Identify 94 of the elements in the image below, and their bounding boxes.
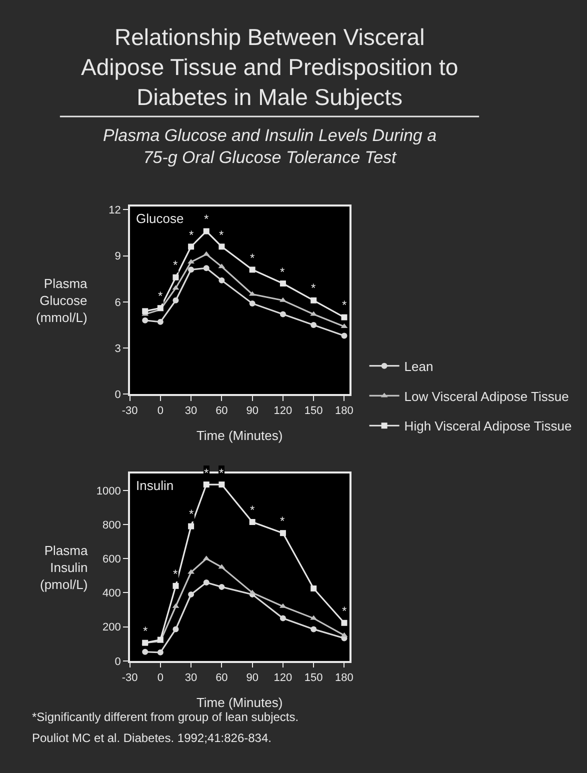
point: [188, 523, 194, 530]
y-tick-label: 200: [102, 622, 121, 634]
point: [218, 482, 225, 488]
annotation: *: [342, 298, 347, 312]
annotation: *: [280, 514, 285, 528]
point: [280, 603, 286, 608]
legend-label: Lean: [404, 358, 434, 374]
point: [142, 308, 148, 314]
point: [310, 322, 317, 328]
y-tick-label: 400: [102, 588, 121, 600]
point: [341, 332, 348, 339]
x-tick-label: 60: [216, 405, 228, 418]
annotation: *: [219, 228, 224, 242]
annotation: *: [189, 228, 194, 242]
x-tick-label: -30: [122, 672, 138, 684]
point: [203, 580, 210, 586]
x-tick-label: 180: [335, 405, 354, 418]
annotation: Insulin: [136, 478, 174, 493]
point: [172, 626, 179, 632]
annotation: *: [219, 466, 224, 480]
y-tick-label: 9: [114, 250, 121, 263]
point: [172, 582, 179, 589]
point: [310, 585, 317, 592]
point: [203, 265, 210, 272]
x-tick-label: 0: [157, 672, 164, 684]
y-tick-label: 800: [102, 519, 121, 532]
point: [203, 228, 210, 234]
point: [157, 318, 164, 325]
annotation: *: [280, 265, 285, 279]
point: [203, 482, 210, 488]
point: [310, 297, 317, 304]
point: [218, 277, 225, 284]
x-tick-label: -30: [122, 405, 138, 418]
point: [172, 297, 179, 304]
point: [188, 266, 194, 273]
point: [280, 615, 286, 622]
x-tick-label: 90: [246, 405, 258, 418]
y-tick-label: 12: [108, 204, 121, 217]
text: *Significantly different from group of lean subjects.: [32, 710, 299, 724]
x-tick-label: 90: [246, 672, 258, 684]
annotation: *: [250, 503, 255, 517]
annotation: *: [204, 212, 209, 226]
point: [280, 530, 286, 536]
y-tick-label: 1000: [96, 485, 121, 498]
annotation: *: [342, 604, 347, 618]
y-tick-label: 600: [102, 554, 121, 566]
annotation: *: [250, 251, 255, 265]
x-tick-label: 120: [274, 405, 292, 418]
point: [249, 300, 256, 306]
y-tick-label: 6: [114, 296, 121, 309]
point: [188, 244, 194, 250]
x-tick-label: 0: [157, 405, 164, 418]
text: Pouliot MC et al. Diabetes. 1992;41:826-834.: [32, 731, 272, 745]
x-tick-label: 30: [184, 405, 198, 418]
y-tick-label: 0: [114, 388, 121, 401]
y-axis-title: Plasma Insulin (pmol/L): [40, 543, 88, 592]
point: [280, 311, 286, 318]
x-axis-title: Time (Minutes): [196, 694, 283, 710]
y-axis-title: Plasma Glucose (mmol/L): [36, 276, 88, 325]
point: [249, 266, 256, 273]
point: [142, 648, 148, 655]
annotation: *: [143, 624, 148, 638]
legend-label: Low Visceral Adipose Tissue: [404, 388, 569, 404]
legend-label: High Visceral Adipose Tissue: [404, 418, 572, 434]
x-tick-label: 30: [184, 672, 198, 684]
y-tick-label: 0: [114, 656, 121, 668]
x-tick-label: 150: [304, 672, 323, 684]
point: [142, 317, 148, 324]
annotation: *: [173, 567, 178, 581]
point: [218, 244, 225, 250]
point: [310, 626, 317, 632]
chart-title: Relationship Between Visceral Adipose Tissue and Predisposition to Diabetes in Male Subjects: [81, 24, 458, 110]
x-tick-label: 180: [335, 672, 354, 684]
annotation: *: [158, 289, 163, 303]
point: [280, 297, 286, 302]
x-axis-title: Time (Minutes): [196, 428, 283, 444]
annotation: *: [173, 258, 178, 272]
annotation: *: [189, 507, 194, 521]
point: [249, 519, 256, 526]
point: [172, 274, 179, 280]
annotation: *: [204, 466, 209, 480]
x-tick-label: 120: [274, 672, 292, 684]
point: [218, 584, 225, 590]
point: [341, 314, 348, 320]
point: [341, 620, 348, 626]
point: [280, 280, 286, 286]
annotation: Glucose: [136, 211, 184, 226]
y-tick-label: 3: [114, 342, 121, 355]
point: [157, 649, 164, 656]
x-tick-label: 60: [216, 672, 228, 684]
chart-subtitle: Plasma Glucose and Insulin Levels During a 75-g Oral Glucose Tolerance Test: [103, 126, 437, 168]
x-tick-label: 150: [304, 405, 323, 418]
annotation: *: [311, 281, 316, 295]
point: [188, 591, 194, 598]
